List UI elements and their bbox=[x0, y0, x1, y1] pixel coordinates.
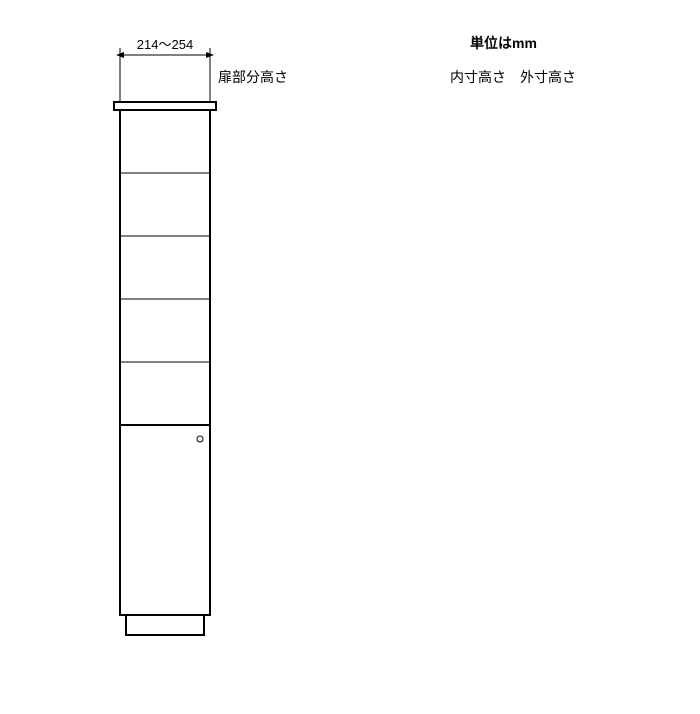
svg-text:214～254: 214～254 bbox=[137, 37, 193, 52]
door-height-label: 扉部分高さ bbox=[218, 69, 288, 85]
outer-height-label: 外寸高さ bbox=[520, 69, 576, 85]
inner-height-label: 内寸高さ bbox=[450, 69, 506, 85]
unit-label: 単位はmm bbox=[470, 35, 537, 51]
